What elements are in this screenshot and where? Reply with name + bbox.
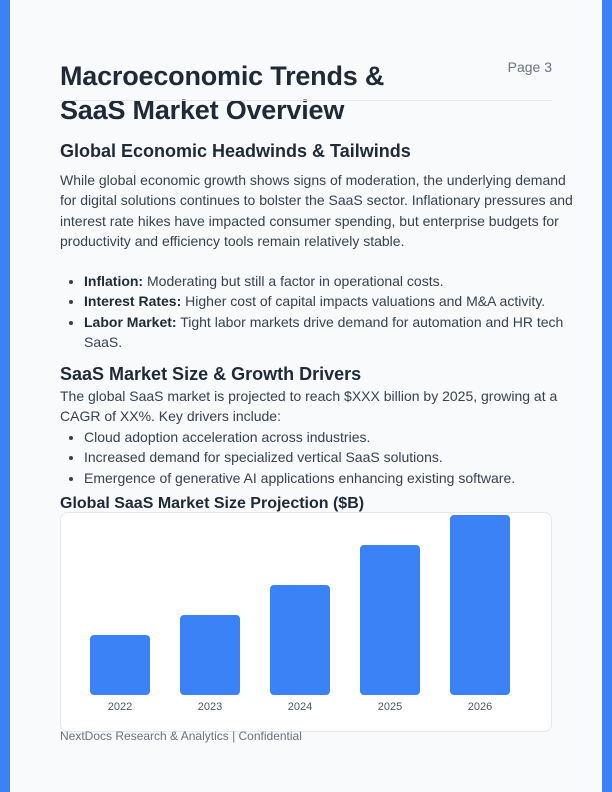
right-accent-bar bbox=[602, 0, 612, 792]
header-divider bbox=[60, 100, 552, 101]
x-axis-label: 2026 bbox=[467, 701, 493, 713]
section-paragraph-economic: While global economic growth shows signs… bbox=[60, 172, 573, 249]
economic-factors-list: Inflation: Moderating but still a factor… bbox=[60, 271, 599, 352]
section-paragraph-market: The global SaaS market is projected to r… bbox=[60, 388, 558, 425]
chart-bar bbox=[360, 545, 420, 695]
bullet-text: Tight labor markets drive demand for aut… bbox=[84, 313, 564, 350]
bullet-term: Interest Rates: bbox=[84, 293, 182, 310]
page-footer: NextDocs Research & Analytics | Confiden… bbox=[60, 729, 302, 743]
bullet-text: Moderating but still a factor in operati… bbox=[143, 273, 444, 289]
list-item: Emergence of generative AI applications … bbox=[84, 468, 599, 488]
bullet-term: Inflation: bbox=[84, 273, 144, 289]
left-accent-bar bbox=[0, 0, 10, 792]
x-axis-label: 2023 bbox=[197, 701, 223, 713]
page-title: Macroeconomic Trends & SaaS Market Overv… bbox=[60, 61, 385, 125]
chart-bar bbox=[180, 615, 240, 695]
page-number: Page 3 bbox=[507, 59, 552, 75]
section-heading-market: SaaS Market Size & Growth Drivers bbox=[60, 364, 362, 384]
x-axis-label: 2022 bbox=[107, 701, 133, 713]
section-heading-economic: Global Economic Headwinds & Tailwinds bbox=[60, 141, 411, 161]
list-item: Inflation: Moderating but still a factor… bbox=[84, 271, 599, 291]
bullet-text: Higher cost of capital impacts valuation… bbox=[181, 293, 546, 310]
bar-chart: 2022 2023 2024 2025 2026 bbox=[60, 512, 552, 732]
list-item: Labor Market: Tight labor markets drive … bbox=[84, 312, 599, 353]
chart-bar bbox=[270, 585, 330, 695]
chart-bar bbox=[450, 515, 510, 695]
list-item: Increased demand for specialized vertica… bbox=[84, 447, 599, 467]
growth-drivers-list: Cloud adoption acceleration across indus… bbox=[60, 427, 599, 488]
chart-title: Global SaaS Market Size Projection ($B) bbox=[60, 495, 365, 512]
bullet-term: Labor Market: bbox=[84, 313, 177, 330]
list-item: Cloud adoption acceleration across indus… bbox=[84, 427, 599, 447]
x-axis-label: 2025 bbox=[377, 701, 403, 713]
list-item: Interest Rates: Higher cost of capital i… bbox=[84, 291, 599, 311]
chart-bar bbox=[90, 635, 150, 695]
x-axis-label: 2024 bbox=[287, 701, 313, 713]
